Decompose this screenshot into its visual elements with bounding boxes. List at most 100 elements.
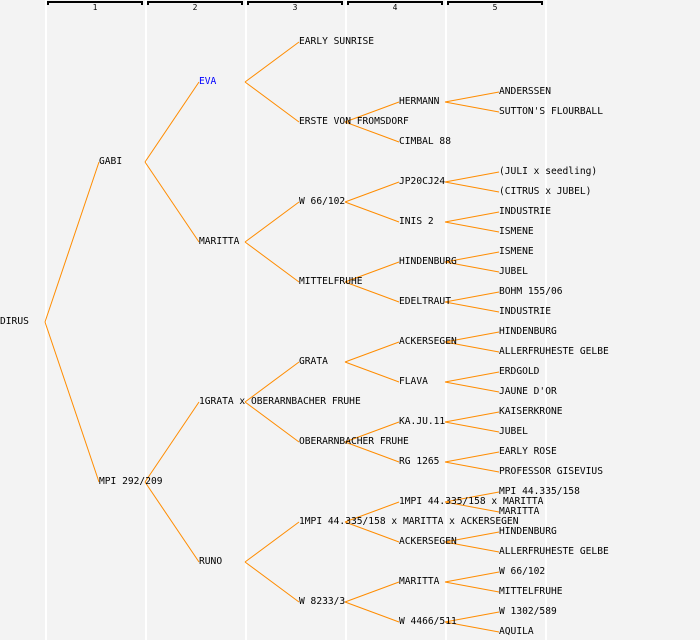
connector-line [444, 341, 500, 353]
connector-line [444, 451, 500, 463]
connector-line [344, 521, 400, 543]
pedigree-node-gen5[interactable]: EARLY ROSE [499, 446, 557, 457]
pedigree-node-gen4[interactable]: ACKERSEGEN [399, 536, 457, 547]
pedigree-node-gen4[interactable]: CIMBAL 88 [399, 136, 451, 147]
pedigree-node-gen5[interactable]: JUBEL [499, 426, 528, 437]
connector-line [44, 321, 100, 483]
connector-line [444, 251, 500, 263]
connector-line [444, 621, 500, 633]
pedigree-node-gen5[interactable]: HINDENBURG [499, 326, 557, 337]
pedigree-node-gen5[interactable]: W 1302/589 [499, 606, 557, 617]
connector-line [444, 381, 500, 393]
connector-line [444, 171, 500, 183]
pedigree-node-gen5[interactable]: MITTELFRUHE [499, 586, 563, 597]
connector-line [344, 261, 400, 283]
connector-line [144, 81, 200, 163]
pedigree-node-gen5[interactable]: KAISERKRONE [499, 406, 563, 417]
column-separator [445, 0, 447, 640]
generation-bracket [447, 1, 543, 5]
pedigree-node-gen4[interactable]: ACKERSEGEN [399, 336, 457, 347]
connector-line [244, 241, 300, 283]
generation-bracket [247, 1, 343, 5]
connector-line [344, 121, 400, 143]
connector-line [244, 561, 300, 603]
connector-line [444, 331, 500, 343]
connector-line [344, 281, 400, 303]
connector-line [344, 581, 400, 603]
pedigree-node-gen5[interactable]: (JULI x seedling) [499, 166, 598, 177]
pedigree-node-gen4[interactable]: MARITTA [399, 576, 440, 587]
column-separator [145, 0, 147, 640]
connector-line [444, 301, 500, 313]
connector-line [444, 101, 500, 113]
pedigree-node-gen5[interactable]: ERDGOLD [499, 366, 540, 377]
pedigree-node-gen2[interactable]: 1GRATA x OBERARNBACHER FRUHE [199, 396, 361, 407]
pedigree-node-gen2[interactable]: RUNO [199, 556, 223, 567]
pedigree-node-gen5[interactable]: HINDENBURG [499, 526, 557, 537]
connector-line [244, 201, 300, 243]
pedigree-node-gen5[interactable]: INDUSTRIE [499, 306, 551, 317]
pedigree-node-gen4[interactable]: RG 1265 [399, 456, 440, 467]
pedigree-node-gen4[interactable]: W 4466/511 [399, 616, 457, 627]
connector-line [344, 601, 400, 623]
pedigree-node-gen4[interactable]: HINDENBURG [399, 256, 457, 267]
pedigree-node-gen5[interactable]: AQUILA [499, 626, 534, 637]
pedigree-node-gen5[interactable]: MPI 44.335/158 [499, 486, 580, 497]
pedigree-node-gen5[interactable]: ISMENE [499, 226, 534, 237]
pedigree-node-gen5[interactable]: JAUNE D'OR [499, 386, 557, 397]
pedigree-node-gen3[interactable]: 1MPI 44.335/158 x MARITTA x ACKERSEGEN [299, 516, 519, 527]
connector-line [444, 291, 500, 303]
pedigree-node-gen4[interactable]: FLAVA [399, 376, 428, 387]
pedigree-node-gen4[interactable]: HERMANN [399, 96, 440, 107]
generation-number: 4 [392, 3, 398, 12]
column-separator [245, 0, 247, 640]
generation-bracket [347, 1, 443, 5]
pedigree-node-gen4[interactable]: KA.JU.11 [399, 416, 446, 427]
pedigree-node-gen4[interactable]: INIS 2 [399, 216, 434, 227]
pedigree-node-gen3[interactable]: W 66/102 [299, 196, 346, 207]
connector-line [144, 481, 200, 563]
pedigree-node-gen4[interactable]: EDELTRAUT [399, 296, 451, 307]
pedigree-node-gen1[interactable]: MPI 292/209 [99, 476, 163, 487]
pedigree-node-gen5[interactable]: ISMENE [499, 246, 534, 257]
pedigree-node-gen3[interactable]: OBERARNBACHER FRUHE [299, 436, 409, 447]
connector-line [444, 541, 500, 553]
generation-number: 5 [492, 3, 498, 12]
connector-line [444, 611, 500, 623]
pedigree-node-gen4[interactable]: JP20CJ24 [399, 176, 446, 187]
connector-line [344, 181, 400, 203]
pedigree-node-gen4[interactable]: 1MPI 44.335/158 x MARITTA [399, 496, 544, 507]
pedigree-node-gen1[interactable]: GABI [99, 156, 123, 167]
connector-line [444, 371, 500, 383]
pedigree-node-gen5[interactable]: INDUSTRIE [499, 206, 551, 217]
pedigree-node-gen5[interactable]: W 66/102 [499, 566, 546, 577]
pedigree-node-gen5[interactable]: ALLERFRUHESTE GELBE [499, 546, 609, 557]
pedigree-node-gen5[interactable]: JUBEL [499, 266, 528, 277]
generation-number: 3 [292, 3, 298, 12]
pedigree-node-gen2[interactable]: EVA [199, 76, 217, 87]
connector-line [444, 181, 500, 193]
connector-line [444, 211, 500, 223]
pedigree-node-gen3[interactable]: MITTELFRUHE [299, 276, 363, 287]
root-node[interactable]: DIRUS [0, 316, 29, 327]
pedigree-node-gen3[interactable]: ERSTE VON FROMSDORF [299, 116, 409, 127]
connector-line [44, 161, 100, 323]
pedigree-node-gen2[interactable]: MARITTA [199, 236, 240, 247]
pedigree-node-gen3[interactable]: EARLY SUNRISE [299, 36, 375, 47]
connector-line [444, 421, 500, 433]
connector-line [444, 501, 500, 513]
pedigree-node-gen5[interactable]: ALLERFRUHESTE GELBE [499, 346, 609, 357]
pedigree-node-gen5[interactable]: PROFESSOR GISEVIUS [499, 466, 603, 477]
connector-line [444, 531, 500, 543]
pedigree-node-gen5[interactable]: SUTTON'S FLOURBALL [499, 106, 603, 117]
pedigree-node-gen3[interactable]: GRATA [299, 356, 328, 367]
pedigree-node-gen5[interactable]: BOHM 155/06 [499, 286, 563, 297]
pedigree-node-gen5[interactable]: ANDERSSEN [499, 86, 551, 97]
pedigree-node-gen3[interactable]: W 8233/3 [299, 596, 346, 607]
connector-line [244, 41, 300, 83]
pedigree-node-gen5[interactable]: MARITTA [499, 506, 540, 517]
pedigree-node-gen5[interactable]: (CITRUS x JUBEL) [499, 186, 592, 197]
connector-line [444, 461, 500, 473]
connector-line [344, 341, 400, 363]
